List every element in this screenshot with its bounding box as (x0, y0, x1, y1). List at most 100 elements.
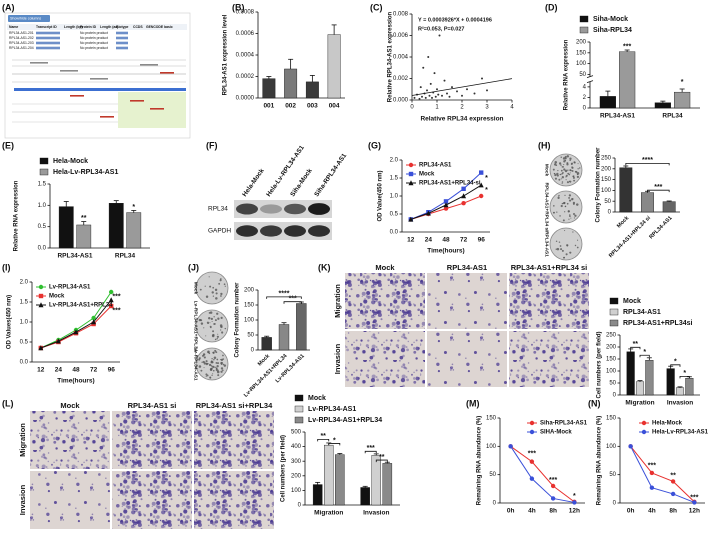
colony (569, 172, 571, 174)
y-axis-label: Relative RPL34-AS1 expression (388, 11, 394, 102)
blot-strip (234, 222, 332, 240)
colony (558, 241, 561, 243)
legend-label: Hela-Lv-RPL34-AS1 (53, 169, 118, 176)
x-axis-label: Time(hours) (427, 248, 464, 255)
y-tick-label: 100 (291, 488, 302, 494)
point (408, 216, 414, 222)
point (461, 186, 466, 191)
colony (573, 217, 575, 219)
legend-label: Siha-RPL34 (593, 27, 632, 34)
colony-label: Mock (193, 282, 199, 295)
bar (284, 68, 298, 99)
x-tick-label: 4 (510, 105, 514, 111)
micrograph-column-label: RPL34-AS1 (447, 263, 487, 272)
colony (552, 168, 555, 171)
point (433, 72, 436, 75)
colony-label: RPL34-AS1+RPL34 si (544, 183, 550, 232)
blot-band (236, 225, 258, 237)
panel-label: (D) (545, 2, 558, 12)
y-tick-label: 0.004 (393, 55, 409, 61)
panel-label: (J) (188, 262, 199, 272)
x-tick-label: Migration (314, 510, 343, 517)
colony (554, 173, 557, 177)
x-tick-label: 8h (549, 508, 557, 515)
colony (557, 196, 560, 199)
y-tick-label: 100 (486, 444, 497, 450)
bar (641, 192, 654, 213)
colony (200, 369, 203, 372)
colony (553, 172, 556, 175)
y-tick-label: 300 (291, 459, 302, 465)
colony (567, 172, 570, 175)
panel-label: (E) (2, 140, 14, 150)
bar (645, 360, 654, 396)
colony (220, 278, 222, 280)
colony (572, 201, 576, 205)
x-tick-label: 0 (410, 105, 414, 111)
annotation: *** (112, 293, 120, 300)
bracket (639, 354, 650, 358)
bar (261, 337, 272, 351)
annotation: Y = 0.0003926*X + 0.0004196 (418, 17, 492, 23)
point (443, 199, 449, 204)
blot-band (284, 203, 306, 215)
colony (216, 335, 219, 338)
colony (205, 360, 208, 363)
y-tick-label: 0.002 (393, 76, 409, 82)
database-button-text: Show/hide columns (10, 17, 41, 21)
colony (208, 276, 210, 278)
colony (207, 363, 209, 365)
point (426, 89, 428, 92)
y-tick-label: 150 (606, 416, 617, 422)
colony (212, 330, 215, 333)
y-tick-label: 0.0000 (236, 96, 255, 102)
blot-band-label: RPL34 (208, 206, 228, 213)
y-tick-label: 200 (244, 288, 255, 294)
y-tick-label: 0 (608, 210, 612, 216)
y-tick-label: 150 (606, 357, 617, 363)
y-tick-label: 400 (291, 444, 302, 450)
colony (573, 161, 576, 164)
database-feature (90, 78, 108, 80)
y-tick-label: 150 (486, 416, 497, 422)
colony (211, 374, 213, 376)
x-tick-label: RPL34-AS1+RPL34 si (608, 215, 652, 259)
colony (213, 322, 216, 326)
point (508, 444, 513, 449)
blot-band-label: GAPDH (208, 228, 231, 235)
point (434, 95, 437, 98)
point (649, 470, 655, 476)
legend-swatch (609, 297, 619, 305)
colony (561, 172, 563, 175)
colony (209, 285, 212, 288)
colony (210, 360, 213, 363)
bar (666, 368, 675, 396)
micrograph (194, 411, 274, 469)
colony (564, 230, 566, 232)
colony (566, 163, 569, 166)
colony (568, 210, 570, 213)
colony (555, 248, 557, 250)
bracket (283, 301, 302, 304)
colony (576, 175, 580, 179)
legend-label: RPL34-AS1 (623, 309, 661, 316)
y-tick-label: 100 (606, 369, 617, 375)
legend-label: Hela-Mock (53, 158, 88, 165)
colony (567, 169, 569, 171)
legend-label: Lv-RPL34-AS1+RPL34 (308, 417, 382, 424)
colony (198, 365, 202, 368)
colony (219, 324, 223, 327)
colony (221, 361, 223, 364)
colony (214, 349, 217, 352)
colony (576, 203, 579, 206)
legend-label: Hela-Lv-RPL34-AS1 (652, 430, 709, 436)
colony (212, 369, 215, 372)
bar (619, 167, 633, 213)
y-tick-label: 50 (609, 472, 616, 478)
y-tick-label: 0.0002 (236, 74, 255, 80)
line (40, 291, 112, 349)
x-tick-label: 3 (485, 105, 489, 111)
database-feature (160, 72, 174, 74)
micrograph-column-label: RPL34-AS1 si (128, 401, 177, 410)
colony (569, 169, 572, 172)
